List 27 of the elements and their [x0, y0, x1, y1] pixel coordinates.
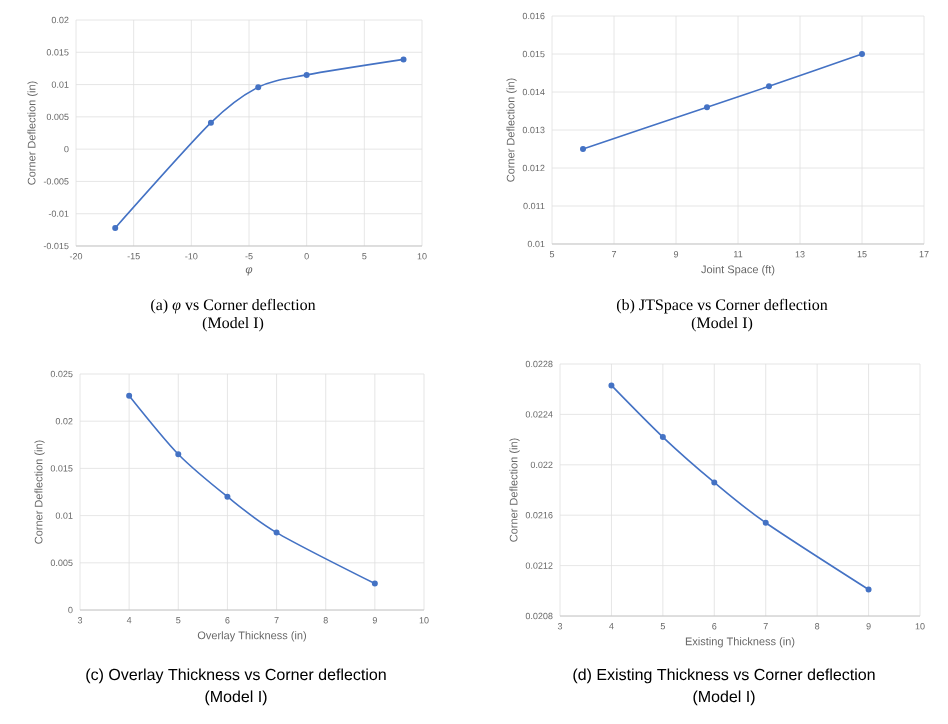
point: [112, 224, 119, 231]
point: [659, 434, 666, 441]
point: [303, 71, 310, 78]
point: [608, 382, 615, 389]
point: [126, 392, 133, 399]
text: (Model I): [691, 316, 753, 332]
point: [762, 519, 769, 526]
point: [175, 451, 182, 458]
point: [580, 146, 587, 152]
point: [704, 104, 710, 111]
text: (d) Existing Thickness vs Corner deflection: [573, 668, 875, 684]
text: (a) φ vs Corner deflection: [151, 298, 316, 314]
point: [224, 493, 231, 500]
point: [865, 586, 872, 593]
text: (c) Overlay Thickness vs Corner deflection: [86, 668, 386, 684]
text: (Model I): [693, 690, 755, 706]
point: [400, 56, 407, 63]
point: [273, 529, 280, 536]
text: (Model I): [202, 316, 264, 332]
point: [255, 84, 262, 91]
point: [371, 580, 378, 587]
point: [711, 479, 718, 486]
text: (Model I): [205, 690, 267, 706]
point: [207, 119, 214, 126]
text: (b) JTSpace vs Corner deflection: [616, 298, 828, 314]
point: [859, 51, 865, 58]
point: [766, 83, 773, 90]
